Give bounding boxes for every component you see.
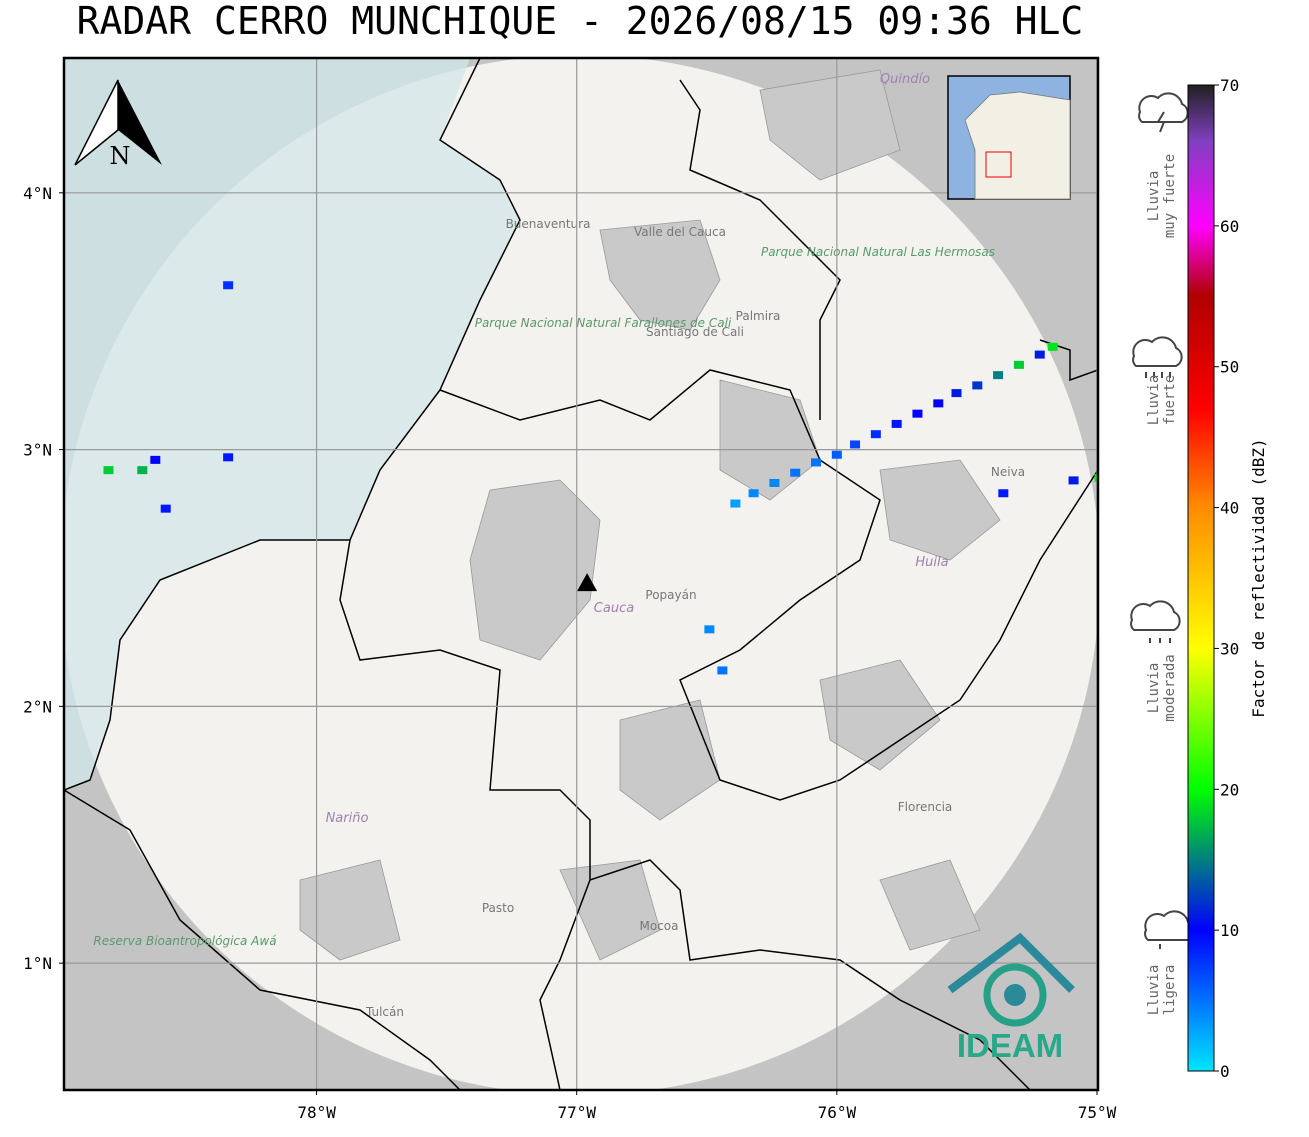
- basemap: Buenaventura Valle del Cauca Parque Naci…: [64, 58, 1098, 1090]
- colorbar-tick-label: 20: [1220, 780, 1239, 799]
- echo: [1094, 473, 1098, 482]
- place-label: Palmira: [736, 309, 781, 323]
- y-tick-label: 2°N: [23, 697, 52, 716]
- echo: [748, 489, 759, 498]
- colorbar-tick-label: 40: [1220, 499, 1239, 518]
- echo: [150, 455, 161, 464]
- echo: [811, 458, 822, 467]
- park-label-text: Parque Nacional Natural Farallones de Ca…: [475, 316, 732, 330]
- echo: [160, 504, 171, 513]
- echo: [972, 381, 983, 390]
- dept-label: Nariño: [326, 811, 369, 826]
- legend-label: ligera: [1162, 965, 1178, 1016]
- park-label: Parque Nacional Natural Farallones de Ca…: [475, 316, 732, 330]
- echo: [730, 499, 741, 508]
- logo-text: IDEAM: [957, 1027, 1063, 1064]
- place-label: Buenaventura: [506, 217, 591, 231]
- legend-label: Lluvia: [1146, 171, 1162, 222]
- radar-site: [577, 573, 598, 592]
- dept-label: Cauca: [594, 601, 634, 616]
- legend-label: Lluvia: [1146, 965, 1162, 1016]
- dept-label: Quindío: [880, 72, 930, 87]
- echo: [912, 409, 923, 418]
- x-tick-label: 77°W: [557, 1103, 596, 1122]
- legend-label: fuerte: [1162, 375, 1178, 426]
- echo: [993, 371, 1004, 380]
- legend-label: muy fuerte: [1162, 154, 1178, 238]
- colorbar-tick-label: 60: [1220, 217, 1239, 236]
- legend-label: Lluvia: [1146, 375, 1162, 426]
- colorbar-tick-label: 30: [1220, 639, 1239, 658]
- colorbar: [1187, 84, 1215, 1072]
- echo: [769, 478, 780, 487]
- place-label: Pasto: [482, 901, 514, 915]
- ideam-logo: IDEAM: [947, 932, 1075, 1064]
- colorbar-label: Factor de reflectividad (dBZ): [1249, 438, 1268, 717]
- x-tick-label: 76°W: [818, 1103, 857, 1122]
- echo: [1013, 360, 1024, 369]
- echo: [831, 450, 842, 459]
- inset-map: [947, 75, 1071, 200]
- echo: [951, 389, 962, 398]
- echo: [1034, 350, 1045, 359]
- legend-label: Lluvia: [1146, 663, 1162, 714]
- radar-marker: [577, 573, 598, 592]
- north-arrow: N: [74, 79, 162, 170]
- dept-label: Huila: [915, 555, 948, 570]
- park-label: Reserva Bioantropológica Awá: [93, 934, 276, 948]
- colorbar-tick-label: 70: [1220, 76, 1239, 95]
- map-frame: [62, 56, 1100, 1092]
- x-tick-label: 78°W: [297, 1103, 336, 1122]
- axes: 78°W 77°W 76°W 75°W 1°N 2°N 3°N 4°N: [23, 184, 1116, 1122]
- place-label: Valle del Cauca: [634, 225, 726, 239]
- echo: [870, 430, 881, 439]
- echo: [933, 399, 944, 408]
- place-label: Popayán: [645, 588, 696, 602]
- place-label: Mocoa: [640, 919, 679, 933]
- park-label: Parque Nacional Natural Las Hermosas: [761, 245, 995, 259]
- echo: [850, 440, 861, 449]
- colorbar-tick-label: 10: [1220, 921, 1239, 940]
- echo: [103, 466, 114, 475]
- place-label: Tulcán: [365, 1005, 404, 1019]
- place-label: Neiva: [991, 465, 1025, 479]
- echo: [1068, 476, 1079, 485]
- echo: [1047, 342, 1058, 351]
- y-tick-label: 1°N: [23, 954, 52, 973]
- echo: [704, 625, 715, 634]
- place-label: Santiago de Cali: [646, 325, 744, 339]
- legend: [1130, 92, 1195, 949]
- echoes: [103, 281, 1098, 675]
- echo: [223, 281, 234, 290]
- place-label: Florencia: [898, 800, 953, 814]
- legend-label: moderada: [1162, 654, 1178, 721]
- echo: [717, 666, 728, 675]
- north-label: N: [110, 142, 131, 170]
- title: RADAR CERRO MUNCHIQUE - 2026/08/15 09:36…: [77, 0, 1084, 43]
- colorbar-tick-label: 50: [1220, 358, 1239, 377]
- echo: [137, 466, 148, 475]
- echo: [998, 489, 1009, 498]
- x-tick-label: 75°W: [1078, 1103, 1117, 1122]
- echo: [223, 453, 234, 462]
- echo: [891, 419, 902, 428]
- y-tick-label: 3°N: [23, 441, 52, 460]
- y-tick-label: 4°N: [23, 184, 52, 203]
- echo: [790, 468, 801, 477]
- colorbar-tick-label: 0: [1220, 1062, 1230, 1081]
